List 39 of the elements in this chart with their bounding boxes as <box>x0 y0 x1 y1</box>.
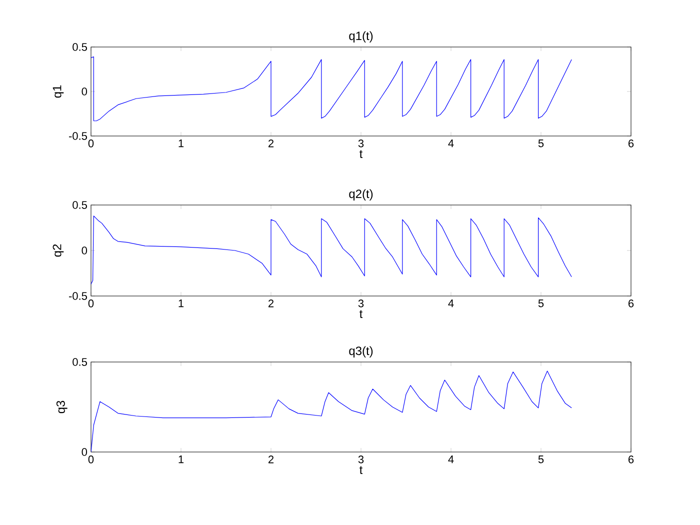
x-tick-label: 4 <box>448 140 454 148</box>
y-axis-title: q1 <box>52 85 64 98</box>
y-tick-label: 0 <box>82 88 88 96</box>
x-tick-label: 2 <box>268 300 274 308</box>
x-tick-label: 3 <box>358 456 364 464</box>
y-tick-label: 0.5 <box>72 358 87 366</box>
x-axis-title: t <box>360 310 363 318</box>
x-tick-label: 2 <box>268 140 274 148</box>
x-axis-title: t <box>360 466 363 474</box>
x-tick-label: 4 <box>448 456 454 464</box>
x-tick-label: 5 <box>538 300 544 308</box>
x-tick-label: 3 <box>358 140 364 148</box>
y-tick-label: 0 <box>82 448 88 456</box>
chart-title: q1(t) <box>349 31 373 42</box>
y-tick-label: -0.5 <box>69 292 87 300</box>
x-tick-label: 4 <box>448 300 454 308</box>
x-tick-label: 6 <box>628 300 634 308</box>
x-tick-label: 5 <box>538 456 544 464</box>
line-series <box>91 56 572 122</box>
x-tick-label: 6 <box>628 456 634 464</box>
x-tick-label: 5 <box>538 140 544 148</box>
x-tick-label: 1 <box>178 300 184 308</box>
y-axis-title: q2 <box>52 244 64 257</box>
y-axis-title: q3 <box>56 400 68 414</box>
y-tick-label: 0.5 <box>72 201 87 209</box>
x-tick-label: 6 <box>628 140 634 148</box>
chart-title: q2(t) <box>349 189 373 200</box>
x-tick-label: 1 <box>178 140 184 148</box>
x-tick-label: 3 <box>358 300 364 308</box>
x-tick-label: 1 <box>178 456 184 464</box>
y-tick-label: 0 <box>82 246 88 254</box>
x-tick-label: 0 <box>88 140 94 148</box>
y-tick-label: -0.5 <box>69 132 87 140</box>
x-axis-title: t <box>360 150 363 158</box>
x-tick-label: 0 <box>88 300 94 308</box>
x-tick-label: 0 <box>88 456 94 464</box>
x-tick-label: 2 <box>268 456 274 464</box>
y-tick-label: 0.5 <box>72 43 87 51</box>
chart-title: q3(t) <box>349 346 373 358</box>
